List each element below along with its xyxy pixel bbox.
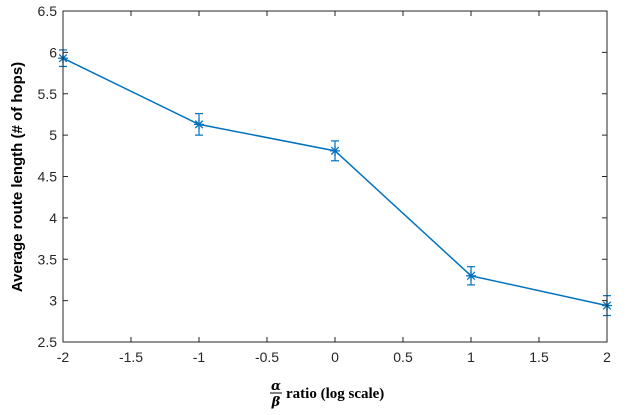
x-tick-label: 2 [603, 349, 611, 365]
y-tick-label: 4.5 [38, 169, 58, 185]
x-tick-label: 1 [467, 349, 475, 365]
x-axis-title: α β ratio (log scale) [270, 379, 384, 410]
x-tick-label: -1 [193, 349, 206, 365]
x-axis-label: ratio (log scale) [286, 386, 384, 402]
y-axis-label: Average route length (# of hops) [9, 62, 26, 292]
y-tick-label: 3.5 [38, 251, 58, 267]
x-tick-label: 0.5 [393, 349, 413, 365]
plot-area [63, 11, 607, 342]
y-tick-label: 2.5 [38, 334, 58, 350]
y-tick-label: 4 [49, 210, 57, 226]
y-tick-label: 5 [49, 127, 57, 143]
axes: -2 -1.5 -1 -0.5 0 0.5 1 1.5 2 2.5 3 3.5 4 4.5 5 5.5 6 6.5 [38, 3, 612, 365]
plot-frame [62, 10, 608, 343]
x-tick-label: 0 [331, 349, 339, 365]
x-axis-label-numerator: α [271, 379, 281, 394]
data-point [466, 270, 476, 281]
y-tick-label: 6.5 [38, 3, 58, 19]
data-point [330, 145, 340, 156]
series-layer [58, 49, 612, 317]
x-tick-label: -1.5 [119, 349, 143, 365]
x-tick-label: -0.5 [255, 349, 279, 365]
x-tick-label: -2 [57, 349, 70, 365]
x-tick-label: 1.5 [529, 349, 549, 365]
y-tick-label: 6 [49, 44, 57, 60]
data-point [194, 119, 204, 130]
x-axis-label-denominator: β [271, 395, 281, 410]
y-tick-label: 5.5 [38, 86, 58, 102]
y-tick-label: 3 [49, 293, 57, 309]
y-axis-title: Average route length (# of hops) [9, 62, 26, 292]
